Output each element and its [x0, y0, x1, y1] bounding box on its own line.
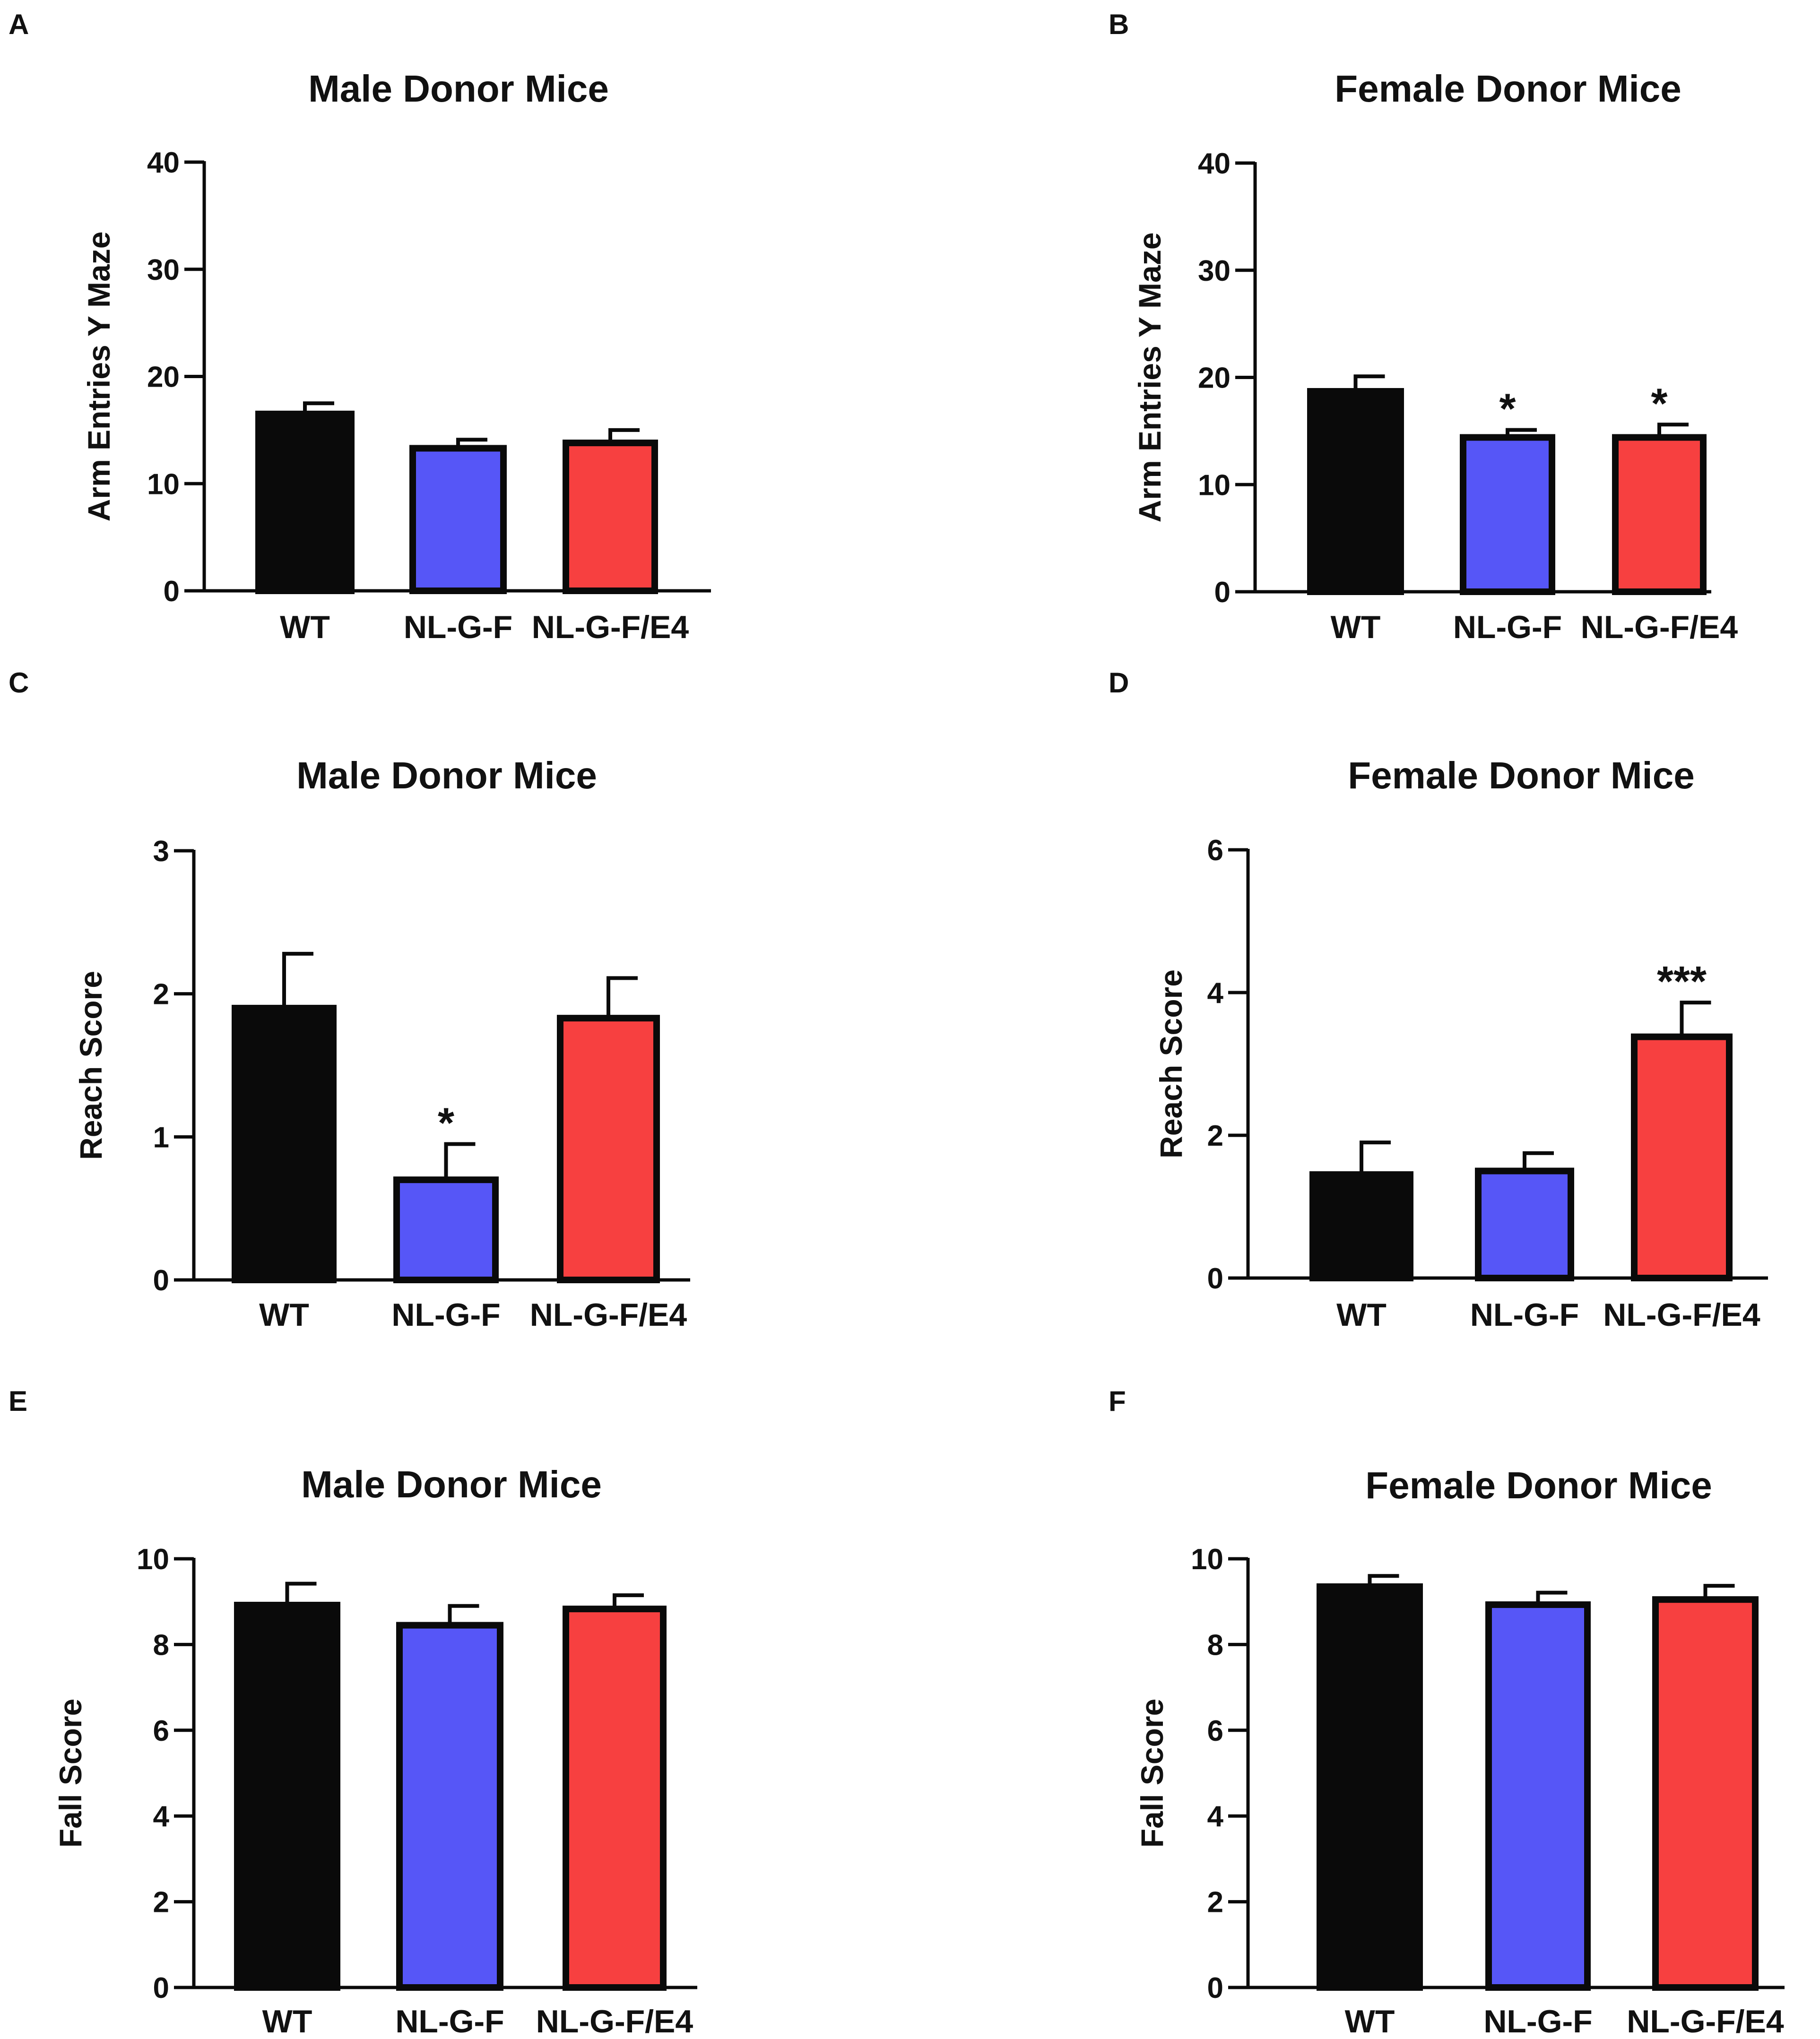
significance-marker-2: * [438, 1099, 454, 1147]
y-tick-label-3: 6 [1207, 1715, 1223, 1747]
y-tick-label-1: 2 [153, 1886, 169, 1919]
bar-2 [1485, 1601, 1591, 1991]
y-tick-label-0: 0 [153, 1264, 169, 1297]
bar-3 [557, 1015, 660, 1284]
bar-1 [1317, 1583, 1423, 1991]
y-tick-label-4: 40 [1198, 147, 1231, 180]
y-tick-label-2: 4 [153, 1800, 170, 1833]
panel-letter: E [9, 1385, 27, 1417]
chart-title: Female Donor Mice [1348, 754, 1695, 796]
category-label-3: NL-G-F/E4 [1627, 2004, 1784, 2039]
y-axis-label: Arm Entries Y Maze [81, 232, 116, 522]
bar-2 [396, 1622, 503, 1991]
y-tick-label-2: 4 [1207, 977, 1224, 1010]
bar-2 [409, 445, 507, 594]
bar-1 [234, 1601, 340, 1991]
category-label-1: WT [1331, 609, 1381, 645]
bar-3 [563, 1606, 667, 1991]
panel-f: F Female Donor Mice Fall Score WT NL-G-F NL-G… [1109, 1385, 1785, 2039]
bar-3 [563, 440, 658, 595]
panel-a: A Male Donor Mice Arm Entries Y Maze WT NL-G… [9, 9, 711, 645]
bar-3 [1652, 1596, 1759, 1991]
significance-marker-3: *** [1657, 958, 1707, 1005]
y-tick-label-4: 8 [1207, 1629, 1223, 1661]
y-tick-label-4: 40 [147, 147, 180, 179]
y-axis-label: Fall Score [1135, 1699, 1170, 1848]
category-label-2: NL-G-F [1453, 609, 1562, 645]
bar-3 [1631, 1033, 1733, 1282]
y-tick-label-3: 30 [1198, 255, 1231, 287]
chart-title: Female Donor Mice [1365, 1464, 1712, 1506]
category-label-3: NL-G-F/E4 [530, 1297, 687, 1333]
y-tick-label-0: 0 [164, 575, 180, 608]
y-tick-label-1: 1 [153, 1121, 169, 1154]
chart-title: Male Donor Mice [301, 1463, 602, 1505]
panel-letter: F [1109, 1385, 1126, 1417]
y-tick-label-3: 6 [1207, 834, 1223, 867]
y-tick-label-0: 0 [1207, 1972, 1223, 2004]
category-label-1: WT [262, 2004, 312, 2039]
category-label-1: WT [259, 1297, 309, 1333]
panel-d: D Female Donor Mice Reach Score WT NL-G-F ***… [1109, 667, 1768, 1333]
panel-c: C Male Donor Mice Reach Score WT * NL-G-F NL-G… [9, 667, 690, 1333]
panel-letter: C [9, 667, 29, 699]
category-label-1: WT [280, 609, 330, 645]
bar-1 [1307, 388, 1404, 595]
significance-marker-2: * [1499, 386, 1516, 433]
bar-2 [1460, 434, 1555, 595]
y-tick-label-2: 4 [1207, 1800, 1224, 1833]
chart-title: Female Donor Mice [1335, 68, 1681, 110]
y-tick-label-0: 0 [1207, 1262, 1223, 1295]
y-tick-label-1: 10 [1198, 469, 1231, 501]
y-tick-label-2: 20 [1198, 362, 1231, 395]
panel-letter: A [9, 9, 29, 40]
category-label-2: NL-G-F [395, 2004, 504, 2039]
category-label-2: NL-G-F [391, 1297, 500, 1333]
category-label-2: NL-G-F [1470, 1297, 1579, 1333]
category-label-3: NL-G-F/E4 [536, 2004, 693, 2039]
y-tick-label-3: 3 [153, 835, 169, 868]
chart-title: Male Donor Mice [308, 68, 609, 110]
y-axis-label: Reach Score [1153, 969, 1188, 1158]
y-tick-label-0: 0 [153, 1972, 169, 2004]
y-tick-label-1: 2 [1207, 1120, 1223, 1152]
bar-1 [232, 1004, 337, 1283]
panel-letter: B [1109, 9, 1129, 40]
y-tick-label-5: 10 [1191, 1543, 1223, 1576]
bar-2 [393, 1176, 499, 1283]
bar-1 [1309, 1171, 1413, 1282]
panel-b: B Female Donor Mice Arm Entries Y Maze WT * N… [1109, 9, 1738, 645]
category-label-3: NL-G-F/E4 [1603, 1297, 1760, 1333]
y-tick-label-0: 0 [1214, 576, 1231, 609]
bar-1 [255, 410, 355, 594]
y-axis-label: Arm Entries Y Maze [1132, 233, 1167, 523]
chart-title: Male Donor Mice [296, 754, 597, 796]
category-label-1: WT [1336, 1297, 1387, 1333]
y-tick-label-1: 10 [147, 468, 180, 501]
y-tick-label-2: 20 [147, 361, 180, 394]
y-axis-label: Reach Score [73, 971, 108, 1160]
bar-3 [1612, 434, 1707, 595]
y-tick-label-1: 2 [1207, 1886, 1223, 1919]
y-tick-label-5: 10 [137, 1543, 169, 1576]
category-label-2: NL-G-F [1483, 2004, 1592, 2039]
category-label-2: NL-G-F [404, 609, 512, 645]
y-axis-label: Fall Score [53, 1699, 88, 1848]
panel-letter: D [1109, 667, 1129, 699]
y-tick-label-3: 6 [153, 1715, 169, 1747]
y-tick-label-2: 2 [153, 978, 169, 1011]
category-label-3: NL-G-F/E4 [532, 609, 689, 645]
y-tick-label-4: 8 [153, 1629, 169, 1661]
category-label-3: NL-G-F/E4 [1581, 609, 1738, 645]
panel-e: E Male Donor Mice Fall Score WT NL-G-F NL-G-F… [9, 1385, 697, 2039]
category-label-1: WT [1345, 2004, 1395, 2039]
significance-marker-3: * [1651, 380, 1667, 427]
y-tick-label-3: 30 [147, 254, 180, 286]
bar-2 [1475, 1167, 1574, 1281]
